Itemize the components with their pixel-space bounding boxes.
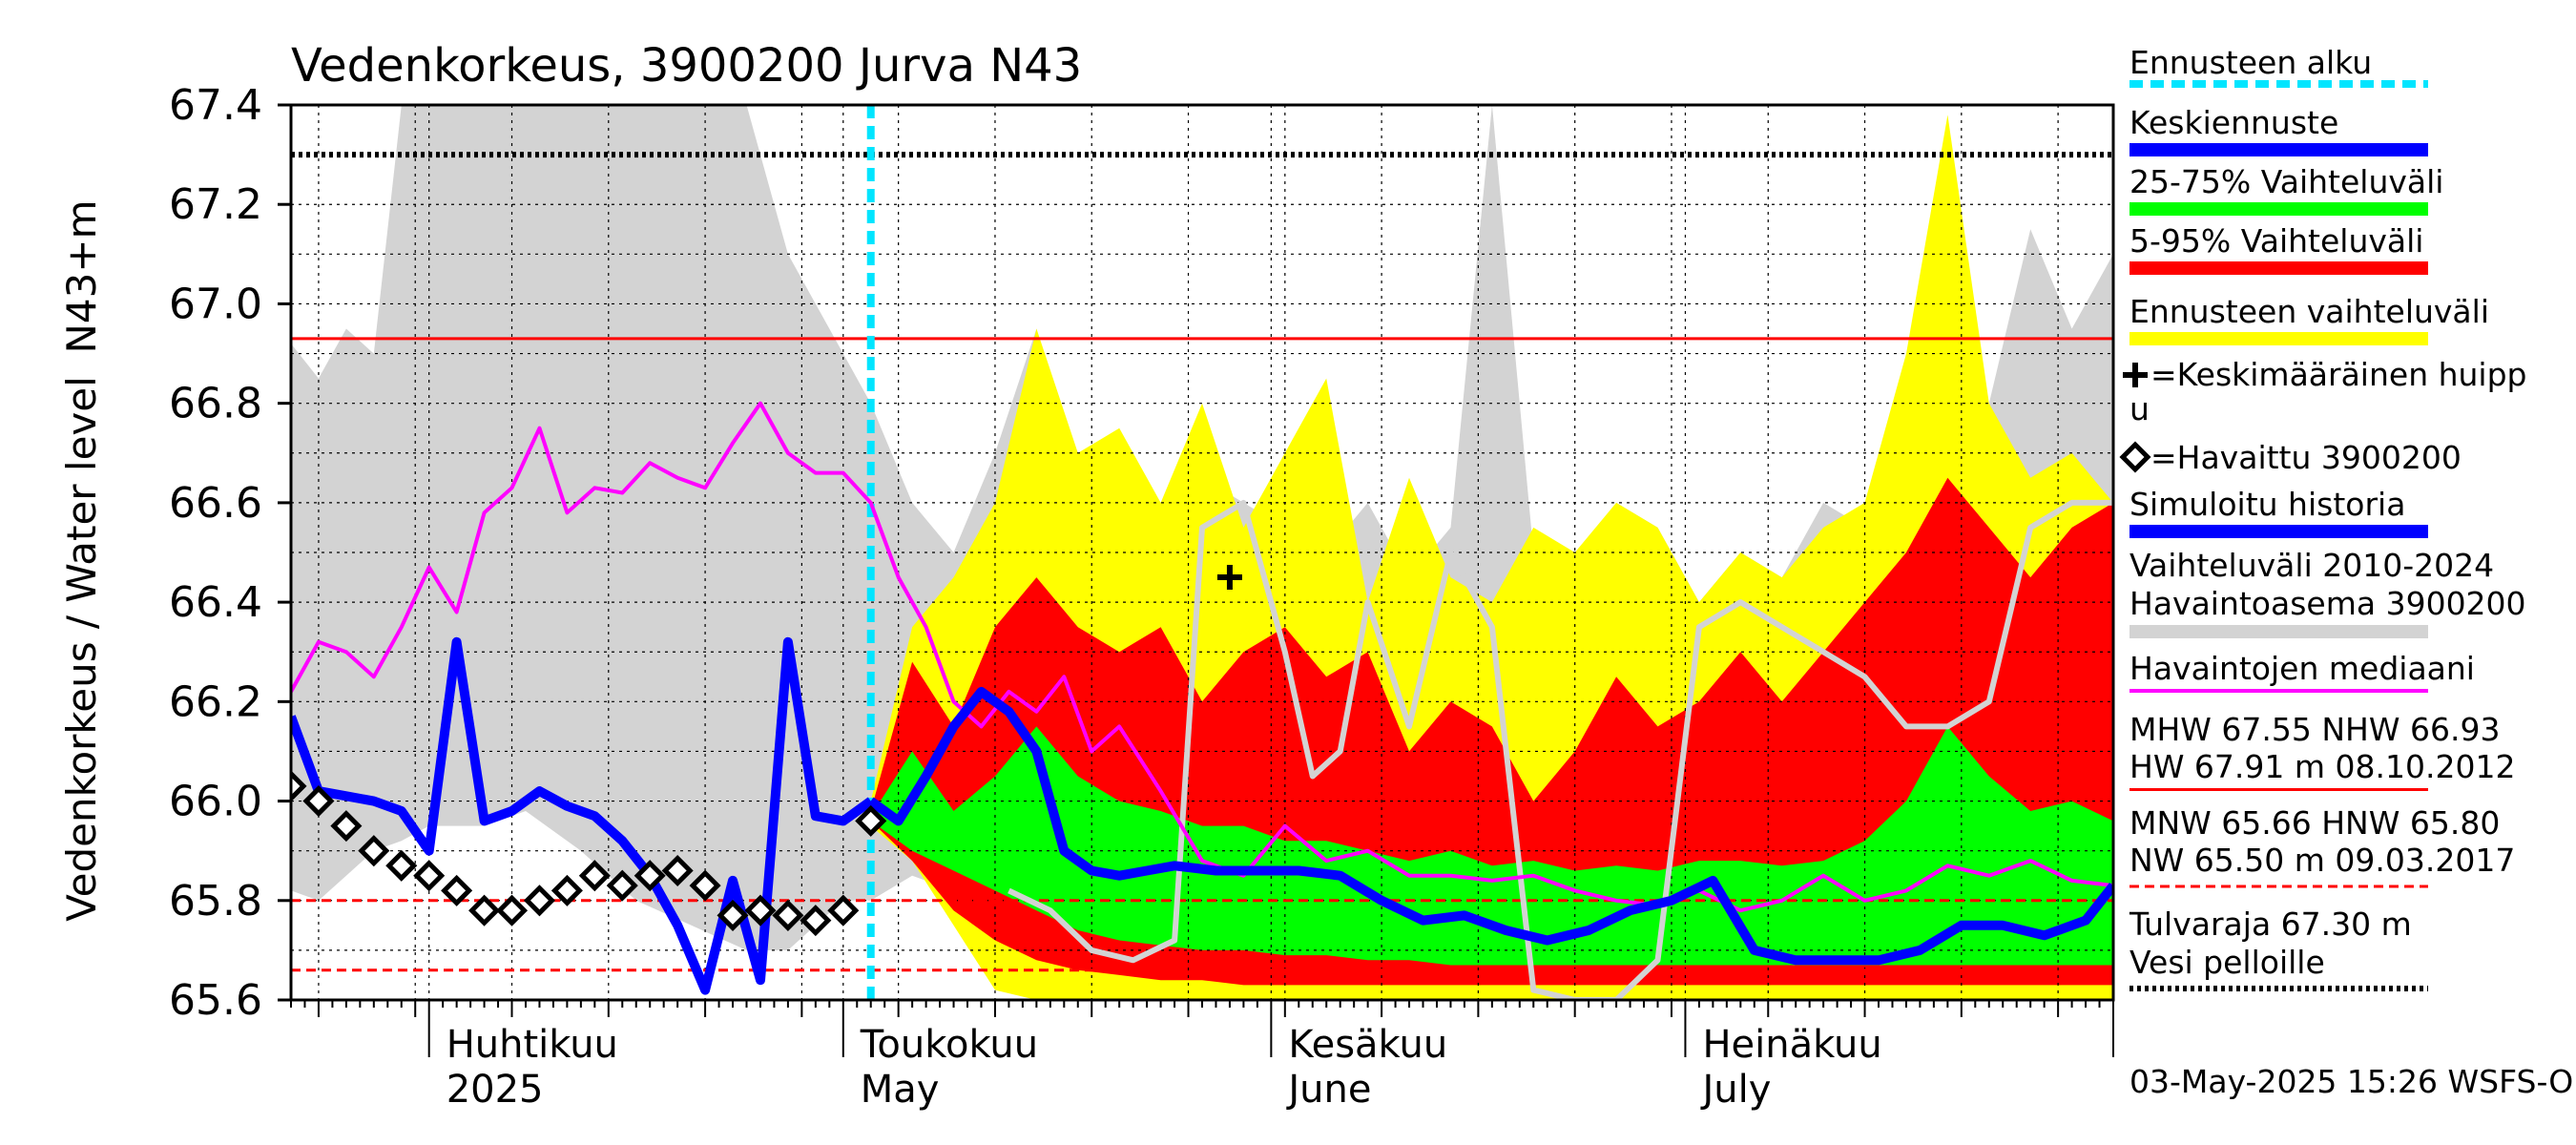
legend-history-range-label-cont: Havaintoasema 3900200 [2129, 585, 2526, 622]
observed-point [302, 785, 335, 818]
observed-point [523, 885, 555, 917]
legend-history-range-swatch [2129, 625, 2428, 638]
legend-forecast-range-label: Ennusteen vaihteluväli [2129, 293, 2489, 330]
observed-point [495, 894, 529, 926]
legend-mean-forecast-swatch [2129, 143, 2428, 156]
y-tick-label: 65.6 [169, 976, 262, 1025]
legend-observed-icon [2119, 441, 2151, 473]
legend-mean-peak-label: =Keskimääräinen huipp [2150, 356, 2527, 393]
legend-stats-high-line1: MHW 67.55 NHW 66.93 [2129, 711, 2500, 748]
month-label: Huhtikuu [447, 1023, 618, 1067]
observed-point [291, 770, 307, 802]
legend-forecast-range-swatch [2129, 332, 2428, 345]
y-axis-ticks: 65.6 65.8 66.0 66.2 66.4 66.6 66.8 67.0 67.2 67.4 [169, 81, 291, 1025]
observed-median-line [291, 401, 2113, 913]
series-lines-layer [291, 401, 2113, 1000]
observed-point [661, 854, 694, 887]
observed-point [468, 894, 501, 926]
y-tick-label: 66.6 [169, 479, 262, 528]
observed-point [717, 899, 749, 931]
month-label-en: May [861, 1068, 940, 1112]
p25-75-band [870, 726, 2113, 966]
grey-history-line [1008, 499, 2113, 1000]
observed-point [744, 894, 777, 926]
markers-layer [291, 565, 1242, 937]
observed-point [800, 905, 832, 937]
observed-point [551, 874, 583, 906]
legend-median-swatch [2129, 689, 2428, 693]
reference-lines-layer [291, 105, 2113, 1000]
legend-p5-95-label: 5-95% Vaihteluväli [2129, 222, 2423, 260]
y-axis-label-unit: N43+m [58, 200, 105, 354]
y-tick-label: 67.4 [169, 81, 262, 130]
chart-title: Vedenkorkeus, 3900200 Jurva N43 [291, 39, 1082, 93]
legend-flood-limit-line2: Vesi pelloille [2129, 944, 2325, 981]
legend-median-label: Havaintojen mediaani [2129, 650, 2475, 687]
legend-p5-95-swatch [2129, 261, 2428, 275]
y-tick-label: 66.2 [169, 677, 262, 726]
legend-history-range-label: Vaihteluväli 2010-2024 [2129, 547, 2494, 584]
y-tick-label: 66.8 [169, 380, 262, 428]
legend: Ennusteen alku Keskiennuste 25-75% Vaiht… [2119, 44, 2527, 991]
month-label-en: July [1699, 1068, 1771, 1112]
month-label-en: June [1285, 1068, 1371, 1112]
footer-timestamp: 03-May-2025 15:26 WSFS-O [2129, 1063, 2573, 1100]
observed-point [634, 860, 666, 892]
month-label-en: 2025 [447, 1068, 544, 1112]
y-tick-label: 66.4 [169, 578, 262, 627]
legend-stats-low-line2: NW 65.50 m 09.03.2017 [2129, 842, 2515, 879]
legend-simulated-history-label: Simuloitu historia [2129, 486, 2405, 523]
plot-area [291, 105, 2113, 1000]
legend-flood-limit-line1: Tulvaraja 67.30 m [2129, 906, 2412, 943]
observed-point [578, 860, 611, 892]
legend-stats-low-line1: MNW 65.66 HNW 65.80 [2129, 804, 2500, 842]
mean-forecast-line [867, 686, 2113, 966]
y-axis-label: Vedenkorkeus / Water level [58, 376, 105, 922]
month-label: Heinäkuu [1702, 1023, 1881, 1067]
y-tick-label: 67.0 [169, 280, 262, 328]
legend-mean-forecast-label: Keskiennuste [2129, 104, 2338, 141]
observed-point [689, 869, 721, 902]
legend-forecast-start-label: Ennusteen alku [2129, 44, 2372, 81]
observed-point [330, 810, 363, 843]
legend-simulated-history-swatch [2129, 525, 2428, 538]
observed-point [441, 874, 473, 906]
observed-point [606, 869, 638, 902]
legend-mean-peak-label-cont: u [2129, 390, 2150, 427]
observed-point [385, 849, 418, 882]
observed-point [827, 894, 860, 926]
legend-mean-peak-icon [2123, 363, 2148, 387]
month-label: Kesäkuu [1288, 1023, 1447, 1067]
observed-point [855, 804, 887, 837]
month-label: Toukokuu [860, 1023, 1038, 1067]
y-tick-label: 66.0 [169, 778, 262, 826]
mean-peak-marker [1216, 565, 1242, 591]
observed-point [413, 860, 446, 892]
y-tick-label: 65.8 [169, 877, 262, 926]
observed-point [772, 899, 804, 931]
y-tick-label: 67.2 [169, 180, 262, 229]
observed-point [358, 835, 390, 867]
legend-p25-75-swatch [2129, 202, 2428, 216]
legend-observed-label: =Havaittu 3900200 [2150, 439, 2462, 476]
legend-stats-high-line2: HW 67.91 m 08.10.2012 [2129, 748, 2515, 785]
legend-p25-75-label: 25-75% Vaihteluväli [2129, 163, 2443, 200]
simulated-history-line [291, 636, 874, 995]
legend-stats-high-swatch [2129, 788, 2428, 791]
